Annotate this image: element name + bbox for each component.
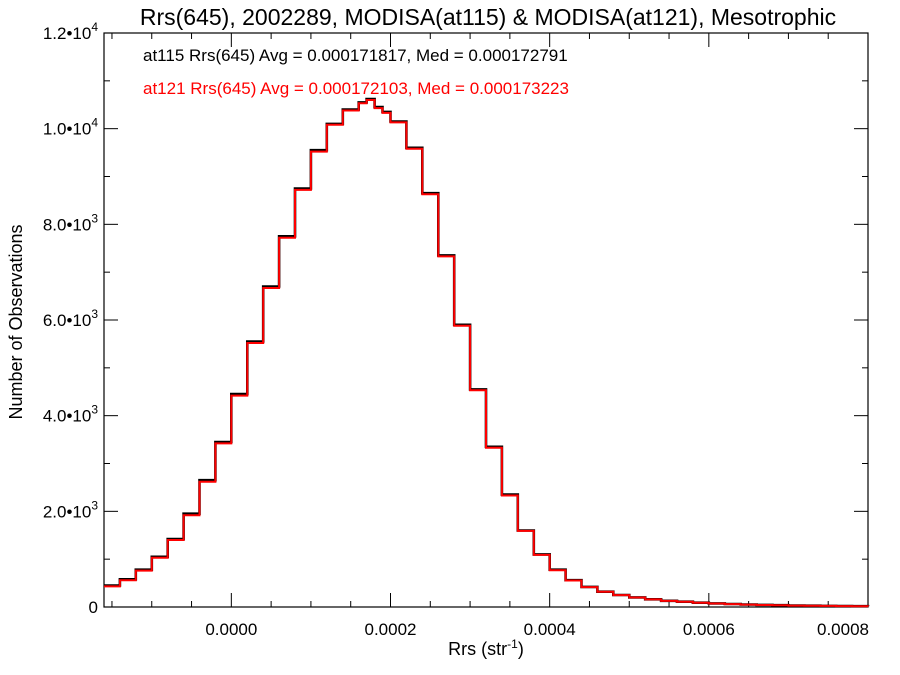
series-layer: [104, 97, 870, 608]
series-at121-line: [104, 99, 869, 608]
x-tick-label: 0.0000: [205, 620, 257, 639]
x-tick-label: 0.0008: [817, 620, 869, 639]
x-axis-ticks: 0.0000 0.0002 0.0004 0.0006 0.0008: [111, 33, 869, 639]
y-tick-label: 0: [89, 598, 98, 617]
y-tick-label: 4.0•103: [43, 403, 99, 426]
x-tick-label: 0.0002: [365, 620, 417, 639]
series-at115-line: [104, 97, 870, 608]
x-axis-label: Rrs (str-1): [448, 637, 524, 659]
y-tick-label: 8.0•103: [43, 211, 99, 234]
y-axis-label: Number of Observations: [6, 224, 26, 419]
annotation-at121: at121 Rrs(645) Avg = 0.000172103, Med = …: [143, 79, 569, 98]
y-tick-label: 2.0•103: [43, 498, 99, 521]
y-tick-label: 1.2•104: [43, 20, 99, 43]
legend-annotations: at115 Rrs(645) Avg = 0.000171817, Med = …: [143, 46, 569, 98]
chart-title: Rrs(645), 2002289, MODISA(at115) & MODIS…: [140, 4, 836, 30]
y-axis-ticks: 0 2.0•103 4.0•103 6.0•103 8.0•103 1.0•104 1.2•…: [43, 20, 868, 617]
x-tick-label: 0.0006: [683, 620, 735, 639]
plot-frame: [103, 32, 869, 608]
x-tick-label: 0.0004: [524, 620, 576, 639]
annotation-at115: at115 Rrs(645) Avg = 0.000171817, Med = …: [143, 46, 568, 65]
plot-border: [103, 32, 869, 608]
y-tick-label: 1.0•104: [43, 116, 99, 139]
y-tick-label: 6.0•103: [43, 307, 99, 330]
